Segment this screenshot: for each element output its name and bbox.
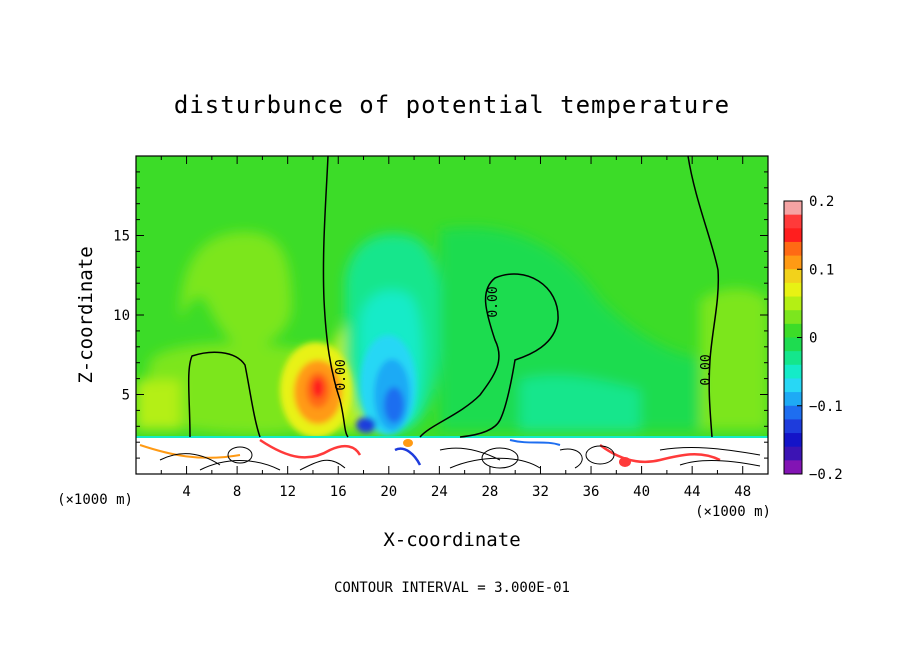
colorbar-swatch xyxy=(784,282,802,298)
colorbar-tick-label: 0 xyxy=(809,331,817,347)
contour-line xyxy=(322,156,349,438)
colorbar-tick-label: −0.1 xyxy=(809,399,843,415)
contour-line xyxy=(419,273,559,438)
colorbar-swatch xyxy=(784,378,802,393)
x-tick-label: 48 xyxy=(734,484,751,500)
colorbar-swatch xyxy=(784,228,802,243)
contour-labels: 0.00 0.00 0.00 xyxy=(334,286,714,390)
colorbar-swatch xyxy=(784,310,802,325)
x-axis-label: X-coordinate xyxy=(383,529,520,551)
y-axis: 5 10 15 xyxy=(113,171,768,459)
y-tick-label: 10 xyxy=(113,308,130,324)
colorbar-swatch xyxy=(784,214,802,229)
colorbar-swatch xyxy=(784,296,802,311)
colorbar-tick-label: 0.1 xyxy=(809,262,834,278)
contour-line xyxy=(687,156,720,438)
x-tick-label: 4 xyxy=(182,484,190,500)
x-tick-label: 24 xyxy=(431,484,448,500)
x-tick-label: 36 xyxy=(583,484,600,500)
x-unit-right: (×1000 m) xyxy=(695,504,771,520)
colorbar-swatch xyxy=(784,364,802,379)
y-axis-label: Z-coordinate xyxy=(75,246,97,383)
colorbar-swatch xyxy=(784,201,802,216)
colorbar-swatch xyxy=(784,460,802,475)
x-tick-label: 32 xyxy=(532,484,549,500)
colorbar-tick-label: −0.2 xyxy=(809,467,843,483)
colorbar-swatch xyxy=(784,323,802,338)
x-tick-label: 16 xyxy=(330,484,347,500)
colorbar: 0.2 0.1 0 −0.1 −0.2 xyxy=(783,194,843,483)
y-tick-label: 5 xyxy=(122,388,130,404)
x-tick-label: 28 xyxy=(481,484,498,500)
contour-label: 0.00 xyxy=(334,359,349,390)
x-axis: 4 8 12 16 20 24 28 32 36 40 44 48 xyxy=(160,156,751,500)
contour-label: 0.00 xyxy=(486,286,501,317)
contour-line xyxy=(187,351,261,438)
x-tick-label: 40 xyxy=(633,484,650,500)
colorbar-swatch xyxy=(784,269,802,284)
colorbar-tick-label: 0.2 xyxy=(809,194,834,210)
colorbar-swatch xyxy=(784,446,802,461)
x-unit-left: (×1000 m) xyxy=(57,492,133,508)
colorbar-swatch xyxy=(784,419,802,434)
colorbar-swatch xyxy=(784,241,802,257)
x-tick-label: 44 xyxy=(684,484,701,500)
chart-title: disturbunce of potential temperature xyxy=(174,91,730,119)
boundary-layer-features xyxy=(136,436,768,471)
contour-interval-note: CONTOUR INTERVAL = 3.000E-01 xyxy=(334,580,570,596)
x-tick-label: 20 xyxy=(380,484,397,500)
colorbar-swatch xyxy=(784,392,802,407)
x-tick-label: 12 xyxy=(279,484,296,500)
field-core-blobs xyxy=(280,335,416,438)
plot-area: 0.00 0.00 0.00 xyxy=(136,156,768,474)
contour-label: 0.00 xyxy=(699,354,714,385)
zero-contours xyxy=(187,156,720,438)
colorbar-swatch xyxy=(784,433,802,448)
boundary-layer xyxy=(136,436,768,474)
colorbar-swatch xyxy=(784,255,802,270)
y-tick-label: 15 xyxy=(113,229,130,245)
colorbar-swatch xyxy=(784,351,802,366)
colorbar-swatch xyxy=(784,337,802,352)
colorbar-swatch xyxy=(784,405,802,420)
x-tick-label: 8 xyxy=(233,484,241,500)
